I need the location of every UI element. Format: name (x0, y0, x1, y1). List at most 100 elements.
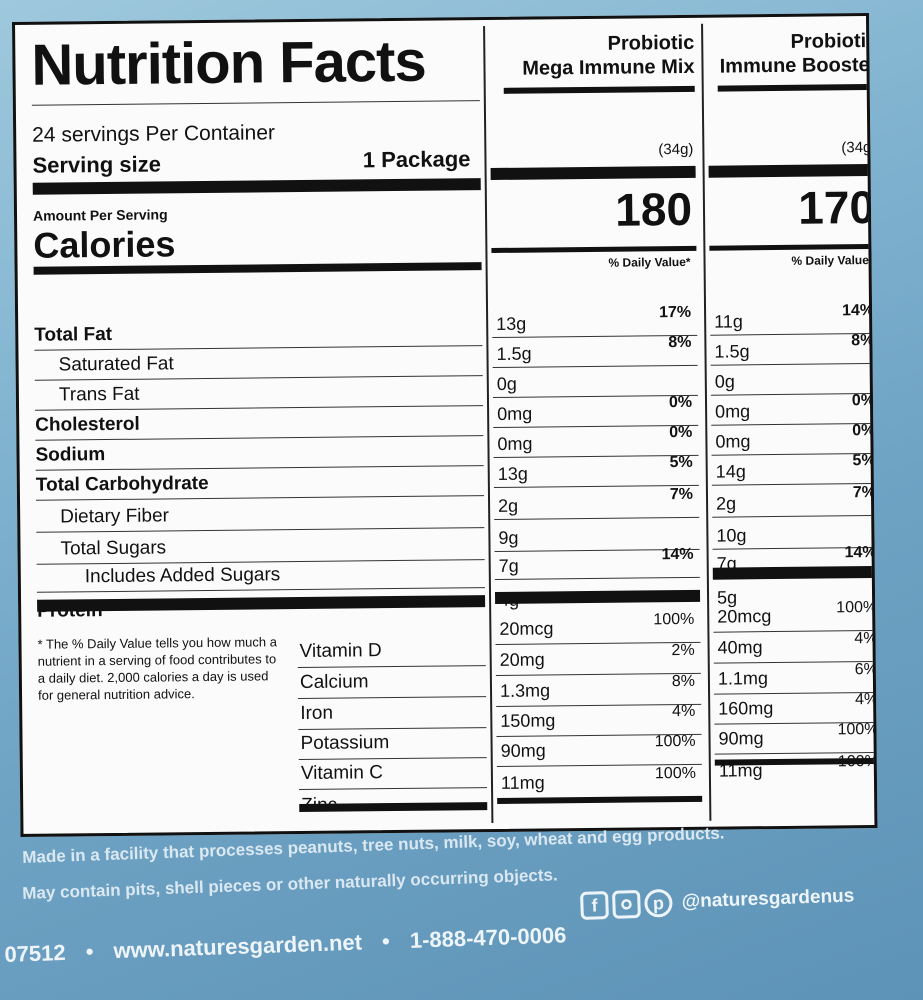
row-divider (494, 516, 700, 520)
nutrient-percent: 7% (852, 483, 877, 502)
row-divider (712, 514, 878, 518)
product-code: 07512 (4, 939, 67, 967)
row-divider (710, 362, 878, 366)
vitamin-label: Potassium (300, 732, 390, 755)
nutrient-label: Sodium (35, 444, 106, 466)
facebook-icon[interactable]: f (580, 891, 609, 920)
product-name-line-1: Probiotic (790, 29, 878, 53)
nutrient-label: Includes Added Sugars (84, 564, 281, 588)
row-divider (713, 629, 878, 633)
calories-label: Calories (33, 223, 176, 266)
vitamin-label: Calcium (299, 671, 369, 694)
social-handle[interactable]: @naturesgardenus (681, 885, 855, 913)
divider (31, 100, 480, 106)
divider-heavy (32, 178, 481, 195)
serving-grams: (34g) (841, 138, 877, 157)
serving-size-label: Serving size (32, 151, 162, 178)
nutrient-percent: 0% (668, 393, 693, 412)
row-divider (298, 727, 487, 731)
vitamin-percent: 2% (671, 641, 695, 660)
separator-dot: • (381, 928, 391, 954)
vitamin-amount: 90mg (500, 740, 546, 761)
row-divider (492, 394, 698, 398)
nutrient-percent: 17% (658, 303, 692, 322)
nutrient-percent: 0% (669, 423, 693, 442)
divider-heavy (490, 165, 696, 180)
product-column-mega-immune-mix: Probiotic Mega Immune Mix (34g) 180 % Daily … (489, 18, 703, 804)
row-divider (495, 641, 701, 645)
row-divider (495, 672, 701, 676)
vitamin-percent: 4% (854, 629, 878, 648)
vitamin-amount: 1.3mg (499, 680, 551, 701)
separator-dot: • (85, 938, 94, 965)
daily-value-footnote: * The % Daily Value tells you how much a… (37, 634, 278, 703)
row-divider (493, 424, 699, 428)
vitamin-percent: 100% (836, 598, 878, 617)
label-title: Nutrition Facts (31, 28, 427, 98)
nutrient-amount: 7g (498, 555, 519, 576)
nutrient-label: Cholesterol (35, 413, 140, 436)
nutrient-amount: 13g (496, 313, 527, 334)
row-divider (35, 435, 484, 441)
calories-value: 170 (797, 180, 876, 234)
nutrient-amount: 0g (496, 373, 517, 394)
nutrient-amount: 14g (715, 461, 746, 482)
column-separator (483, 26, 494, 824)
nutrient-amount: 11g (714, 311, 743, 332)
nutrient-amount: 2g (497, 495, 519, 516)
vitamin-percent: 100% (837, 720, 878, 739)
nutrient-percent: 5% (669, 453, 693, 472)
daily-value-header: % Daily Value* (608, 254, 691, 270)
nutrient-amount: 9g (498, 527, 519, 548)
vitamin-percent: 4% (672, 702, 696, 721)
vitamin-amount: 11mg (500, 772, 545, 793)
divider-heavy (494, 589, 701, 604)
row-divider (36, 495, 484, 501)
row-divider (34, 375, 483, 381)
nutrient-amount: 10g (716, 525, 747, 546)
serving-grams: (34g) (658, 140, 694, 159)
nutrient-percent: 8% (668, 333, 692, 352)
vitamin-amount: 160mg (718, 698, 774, 719)
column-separator (701, 23, 712, 821)
nutrient-amount: 2g (715, 493, 737, 514)
row-divider (36, 587, 485, 593)
nutrient-amount: 5g (716, 587, 738, 608)
divider-heavy (299, 802, 488, 813)
vitamin-percent: 6% (854, 660, 878, 679)
divider-heavy (708, 163, 878, 178)
nutrient-amount: 0mg (497, 433, 533, 454)
vitamin-percent: 8% (671, 672, 696, 691)
vitamin-percent: 4% (854, 690, 878, 709)
vitamin-amount: 20mcg (499, 618, 554, 639)
amount-per-serving: Amount Per Serving (32, 206, 168, 224)
nutrient-amount: 0mg (715, 431, 751, 452)
website-link[interactable]: www.naturesgarden.net (113, 929, 363, 964)
row-divider (298, 757, 487, 761)
row-divider (493, 454, 699, 458)
divider (503, 85, 695, 94)
instagram-icon[interactable] (611, 889, 641, 919)
divider-heavy (37, 595, 486, 612)
divider (497, 795, 703, 804)
row-divider (297, 665, 486, 669)
nutrient-label: Saturated Fat (58, 353, 174, 376)
nutrient-amount: 0mg (497, 403, 533, 424)
nutrient-percent: 7% (669, 485, 694, 504)
divider (709, 243, 878, 251)
nutrient-percent: 14% (841, 301, 875, 320)
row-divider (492, 334, 698, 338)
nutrient-label: Total Sugars (60, 537, 167, 560)
nutrient-percent: 0% (852, 421, 876, 440)
product-name-line-2: Immune Booster (719, 53, 878, 78)
row-divider (493, 484, 699, 488)
nutrient-amount: 0mg (715, 401, 751, 422)
vitamin-amount: 90mg (718, 728, 764, 749)
product-name-line-2: Mega Immune Mix (522, 55, 695, 80)
vitamin-percent: 100% (654, 764, 696, 783)
pinterest-icon[interactable]: p (643, 888, 673, 918)
nutrient-names-column: Nutrition Facts 24 servings Per Containe… (31, 20, 488, 816)
daily-value-header: % Daily Value* (791, 252, 874, 268)
vitamin-amount: 20mcg (717, 606, 772, 627)
